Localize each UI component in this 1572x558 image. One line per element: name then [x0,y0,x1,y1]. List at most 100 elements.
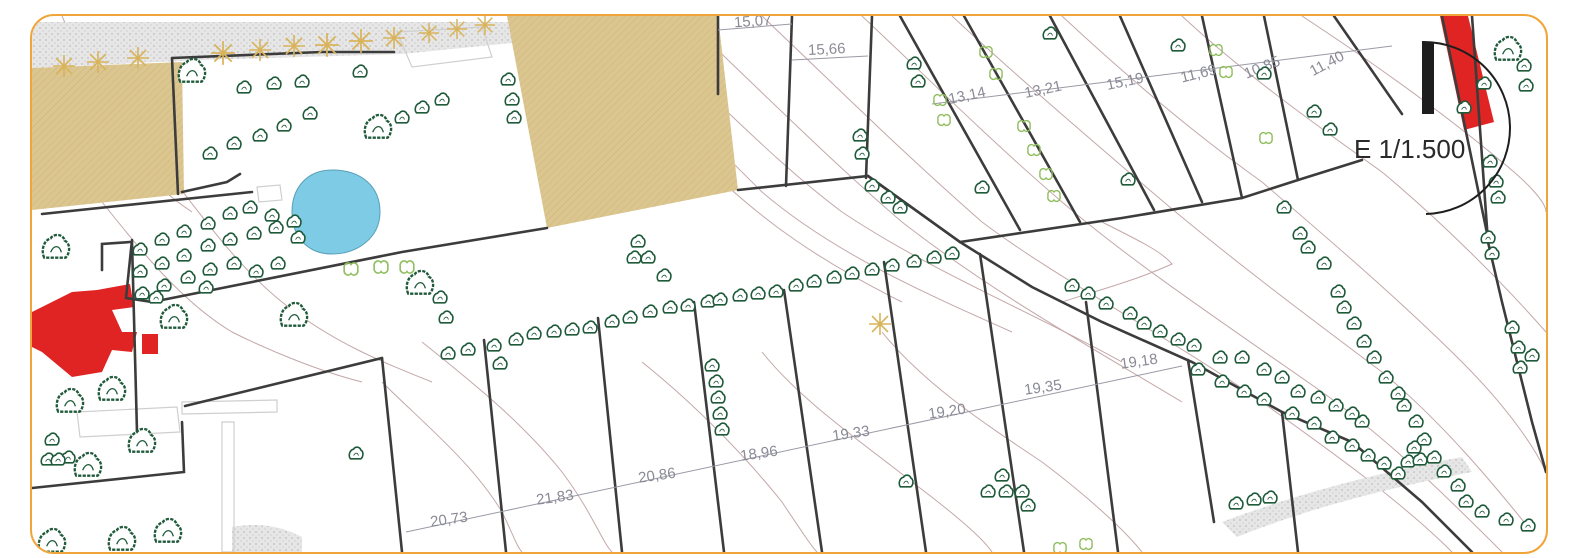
tree-icon [1322,122,1338,136]
tree-icon [1186,338,1202,352]
tree-icon [826,270,842,284]
tree-icon [438,310,454,324]
tree-icon [226,136,242,150]
tree-icon [246,226,262,240]
tree-icon [236,80,252,94]
palm-icon [248,38,272,62]
tree-icon [1122,306,1138,320]
tree-icon [1274,370,1290,384]
tree-icon [434,92,450,106]
tree-icon [270,256,286,270]
tree-icon [159,303,189,329]
tree-icon [712,292,728,306]
tree-icon [148,290,164,304]
tree-icon [1014,484,1030,498]
tree-icon [714,422,730,436]
tree-icon [980,484,996,498]
tree-icon [1170,332,1186,346]
tree-icon [276,118,292,132]
tree-icon [626,250,642,264]
tree-icon [944,246,960,260]
tree-icon [279,301,309,327]
tree-icon [906,254,922,268]
tree-icon [1412,452,1428,466]
tree-icon [1228,496,1244,510]
tree-icon [405,269,435,295]
tree-icon [1396,398,1412,412]
sand-area-left [32,62,184,210]
tree-icon [200,238,216,252]
tree-icon [264,208,280,222]
tree-icon [768,284,784,298]
tree-icon [73,451,103,477]
tree-icon [604,314,620,328]
tree-icon [226,256,242,270]
tree-icon [414,100,430,114]
plot-width-label: 19,33 [831,423,871,445]
shrub-icon [373,260,389,274]
tree-icon [266,76,282,90]
tree-icon [1378,370,1394,384]
tree-icon [662,300,678,314]
shrub-icon [1047,189,1061,203]
tree-icon [97,375,127,401]
tree-icon [1356,334,1372,348]
plot-width-label: 19,35 [1023,377,1063,399]
tree-icon [622,310,638,324]
tree-icon [708,374,724,388]
tree-icon [974,180,990,194]
palm-icon [282,34,306,58]
tree-icon [1152,324,1168,338]
tree-icon [500,72,516,86]
pond [291,169,381,255]
tree-icon [1256,392,1272,406]
tree-icon [508,332,524,346]
plot-width-label: 11,40 [1307,48,1347,80]
tree-icon [1310,390,1326,404]
tree-icon [1262,490,1278,504]
tree-icon [252,128,268,142]
palm-icon [446,18,468,40]
building-top-right [1440,16,1494,130]
tree-icon [352,64,368,78]
tree-icon [1330,284,1346,298]
tree-icon [153,517,183,543]
tree-icon [640,250,656,264]
sand-area-center [507,16,738,228]
building-left [32,284,137,377]
plot-width-label: 13,21 [1023,78,1063,102]
shrub-icon [399,260,415,274]
tree-icon [156,278,172,292]
tree-icon [564,322,580,336]
tree-icon [1246,492,1262,506]
tree-icon [248,264,264,278]
tree-icon [127,427,157,453]
tree-icon [107,525,137,551]
shrubs [343,43,1273,552]
tree-icon [1390,466,1406,480]
palm-icon [52,54,76,78]
tree-icon [884,258,900,272]
site-plan-map[interactable]: 15,07 15,66 13,14 13,21 15,19 11,69 10,8… [32,16,1546,552]
tree-icon [176,224,192,238]
tree-icon [44,432,60,446]
tree-icon [806,274,822,288]
tree-icon [1256,362,1272,376]
tree-icon [732,288,748,302]
tree-icon [906,56,922,70]
palm-icon [474,16,496,36]
tree-icon [1493,35,1523,61]
plot-width-label: 19,18 [1119,351,1159,373]
tree-icon [864,178,880,192]
tree-icon [712,406,728,420]
tree-icon [642,304,658,318]
contour-lines [61,16,1546,552]
tree-icon [348,446,364,460]
tree-icon [486,338,502,352]
palm-icon [418,22,440,44]
tree-icon [294,74,310,88]
tree-icon [854,146,870,160]
shrub-icon [937,113,951,127]
plot-width-label: 15,66 [808,40,846,59]
tree-icon [1406,440,1422,454]
